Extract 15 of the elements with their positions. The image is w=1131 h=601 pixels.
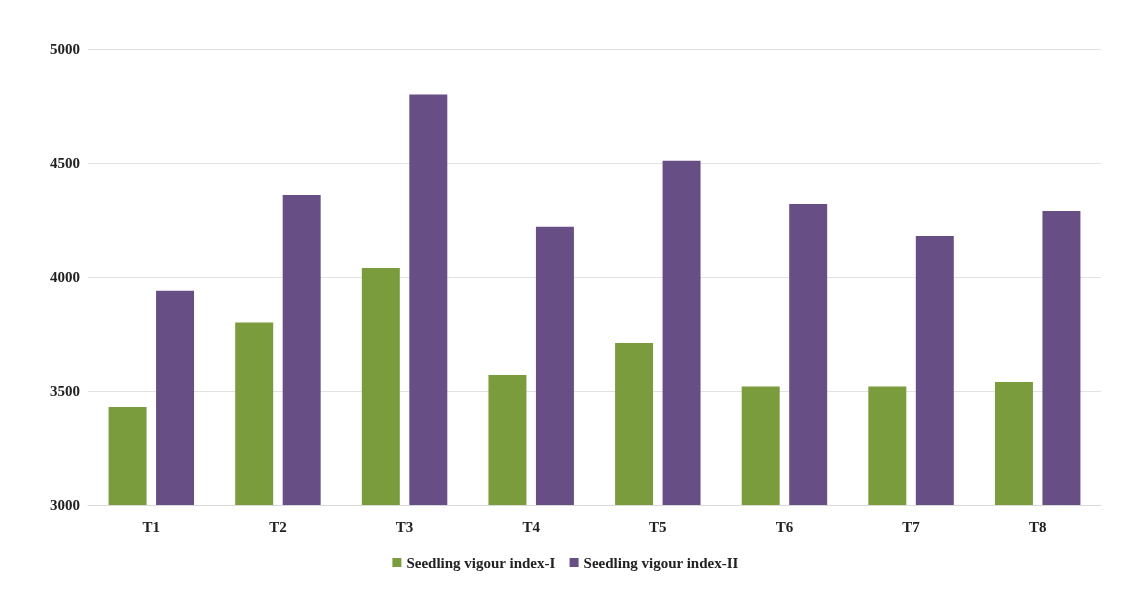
y-tick-label: 3000: [50, 497, 80, 513]
x-tick-label: T8: [1028, 518, 1047, 535]
x-tick-label: T5: [649, 518, 667, 535]
y-tick-label: 3500: [50, 383, 80, 399]
x-tick-label: T1: [142, 518, 161, 535]
legend-label: Seedling vigour index-II: [583, 554, 739, 571]
y-tick-label: 4500: [50, 155, 80, 171]
y-tick-label: 4000: [50, 269, 80, 285]
x-tick-label: T4: [522, 518, 541, 535]
x-tick-label: T2: [269, 518, 287, 535]
y-tick-label: 5000: [50, 41, 80, 57]
x-tick-label: T6: [775, 518, 794, 535]
x-tick-label: T3: [395, 518, 414, 535]
x-tick-label: T7: [902, 518, 921, 535]
legend-label: Seedling vigour index-I: [406, 554, 556, 571]
